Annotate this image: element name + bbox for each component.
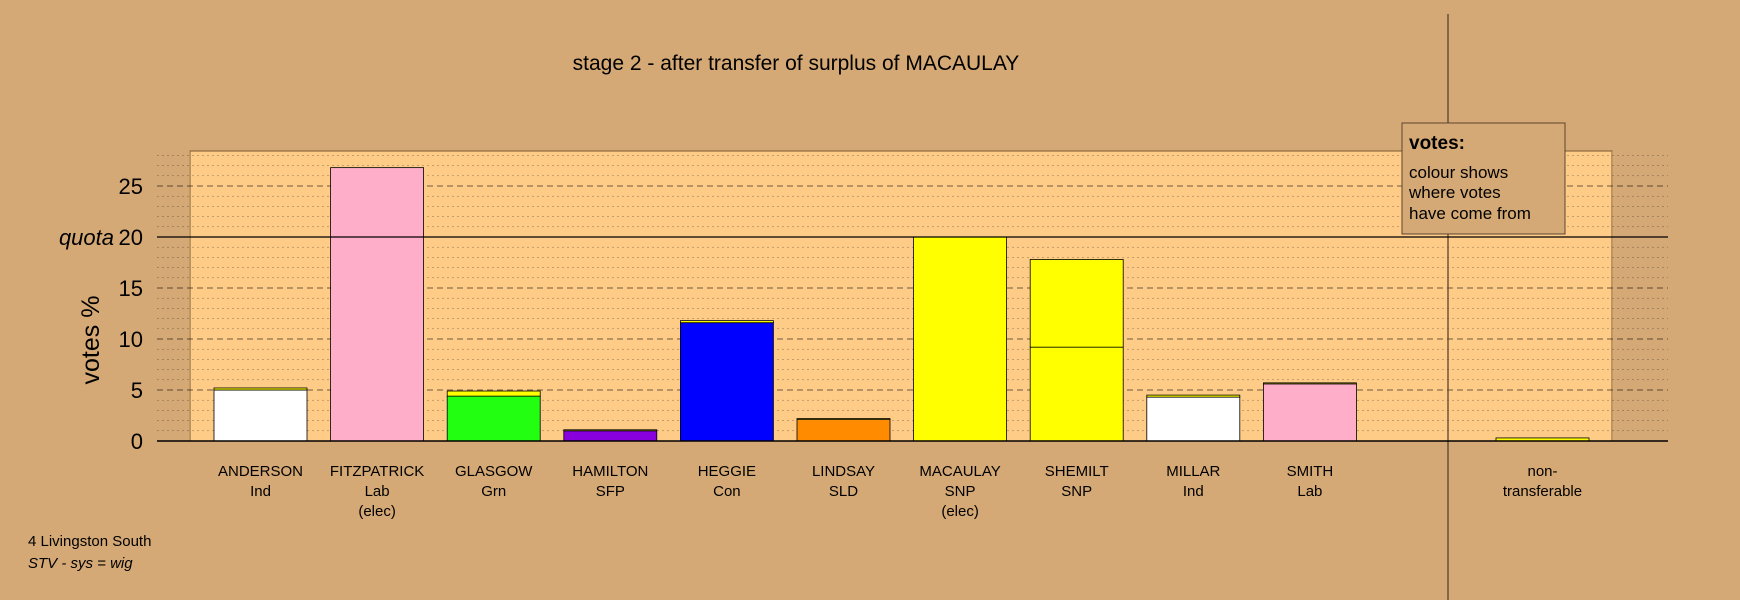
y-tick-label: 20 <box>119 225 143 250</box>
x-label-party: SNP <box>1061 483 1092 500</box>
legend-line-1: colour shows <box>1409 163 1508 182</box>
bar-segment <box>796 418 891 420</box>
bar-glasgow <box>446 390 541 442</box>
legend-line-2: where votes <box>1408 183 1501 202</box>
x-label-party: Con <box>713 483 741 500</box>
x-label-party: Lab <box>365 483 390 500</box>
left-shade <box>157 151 190 441</box>
x-label-party: Grn <box>481 483 506 500</box>
y-tick-label: 15 <box>119 276 143 301</box>
y-tick-label: 0 <box>131 429 143 454</box>
legend-title: votes: <box>1409 133 1465 154</box>
y-tick-label: 5 <box>131 378 143 403</box>
bar-heggie <box>680 320 774 442</box>
bar-lindsay <box>796 418 891 442</box>
legend-line-3: have come from <box>1409 204 1531 223</box>
footer-line-1: 4 Livingston South <box>28 533 151 550</box>
bar-fitzpatrick <box>330 167 425 442</box>
bar-hamilton <box>563 429 658 442</box>
x-label-party: SNP <box>945 483 976 500</box>
bar-segment <box>446 395 541 442</box>
bar-millar <box>1146 394 1241 442</box>
x-label-name: ANDERSON <box>218 463 303 480</box>
bar-segment <box>796 419 891 442</box>
bar-segment <box>1029 346 1124 442</box>
bar-segment <box>563 429 658 432</box>
bar-segment <box>213 387 308 391</box>
x-label-name: SMITH <box>1287 463 1334 480</box>
x-label-party: Ind <box>250 483 271 500</box>
chart-title: stage 2 - after transfer of surplus of M… <box>573 52 1020 75</box>
bar-segment <box>913 236 1007 442</box>
bar-segment <box>446 390 541 397</box>
x-label-name: HEGGIE <box>698 463 756 480</box>
x-label-party: SFP <box>596 483 625 500</box>
y-tick-label: 25 <box>119 174 143 199</box>
x-label-name: MILLAR <box>1166 463 1220 480</box>
x-label-name: MACAULAY <box>919 463 1000 480</box>
x-label-name: FITZPATRICK <box>330 463 424 480</box>
bar-segment <box>680 322 774 442</box>
bar-segment <box>213 389 308 442</box>
bar-segment <box>1146 396 1241 442</box>
x-label-nontransferable-2: transferable <box>1503 483 1582 500</box>
x-label-name: GLASGOW <box>455 463 533 480</box>
bar-segment <box>1146 394 1241 398</box>
x-label-nontransferable-1: non- <box>1527 463 1557 480</box>
y-tick-labels: 0 5 10 15 20 25 <box>119 174 143 454</box>
bar-segment <box>563 430 658 442</box>
bar-segment <box>1263 382 1357 385</box>
x-label-party: Ind <box>1183 483 1204 500</box>
bar-segment <box>680 320 774 324</box>
bar-smith <box>1263 382 1357 442</box>
bar-shemilt <box>1029 259 1124 442</box>
quota-label: quota <box>59 225 114 250</box>
bar-segment <box>1263 383 1357 442</box>
x-label-name: HAMILTON <box>572 463 648 480</box>
x-label-name: SHEMILT <box>1045 463 1109 480</box>
x-label-party: Lab <box>1297 483 1322 500</box>
x-label-party: SLD <box>829 483 858 500</box>
x-label-note: (elec) <box>941 503 979 520</box>
y-tick-label: 10 <box>119 327 143 352</box>
x-tick-labels: ANDERSON Ind FITZPATRICK Lab (elec) GLASGOW Gr… <box>218 463 1582 520</box>
y-axis-label: votes % <box>77 296 105 385</box>
bar-anderson <box>213 387 308 442</box>
bar-macaulay <box>913 236 1007 442</box>
x-label-name: LINDSAY <box>812 463 875 480</box>
plot-band <box>189 150 1613 442</box>
bar-segment <box>1029 259 1124 348</box>
legend: votes: colour shows where votes have com… <box>1401 122 1566 235</box>
x-label-note: (elec) <box>358 503 396 520</box>
legend-box <box>1401 122 1566 235</box>
right-shade <box>1612 151 1668 441</box>
bar-segment <box>330 167 425 442</box>
footer-line-2: STV - sys = wig <box>28 555 133 572</box>
bars <box>213 167 1590 442</box>
